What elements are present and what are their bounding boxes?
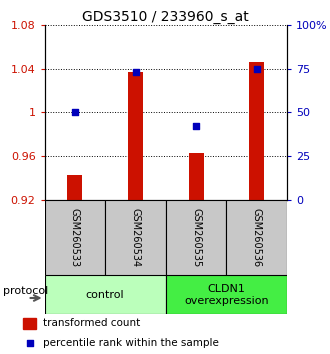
Text: percentile rank within the sample: percentile rank within the sample xyxy=(43,337,219,348)
Bar xyxy=(23,318,36,329)
Bar xyxy=(45,200,105,275)
Bar xyxy=(67,175,82,200)
Bar xyxy=(45,275,166,314)
Text: protocol: protocol xyxy=(3,286,49,296)
Point xyxy=(133,69,138,75)
Point xyxy=(27,340,32,346)
Point xyxy=(193,124,199,129)
Text: GSM260534: GSM260534 xyxy=(130,208,141,267)
Text: GDS3510 / 233960_s_at: GDS3510 / 233960_s_at xyxy=(82,10,248,24)
Bar xyxy=(188,153,204,200)
Bar xyxy=(226,200,287,275)
Text: GSM260536: GSM260536 xyxy=(252,208,262,267)
Text: transformed count: transformed count xyxy=(43,318,140,329)
Text: CLDN1
overexpression: CLDN1 overexpression xyxy=(184,284,269,306)
Point xyxy=(254,66,259,72)
Bar xyxy=(249,62,264,200)
Bar xyxy=(105,200,166,275)
Bar xyxy=(166,200,226,275)
Point xyxy=(72,110,78,115)
Bar xyxy=(128,72,143,200)
Text: control: control xyxy=(86,290,124,300)
Bar xyxy=(166,275,287,314)
Text: GSM260533: GSM260533 xyxy=(70,208,80,267)
Text: GSM260535: GSM260535 xyxy=(191,208,201,267)
